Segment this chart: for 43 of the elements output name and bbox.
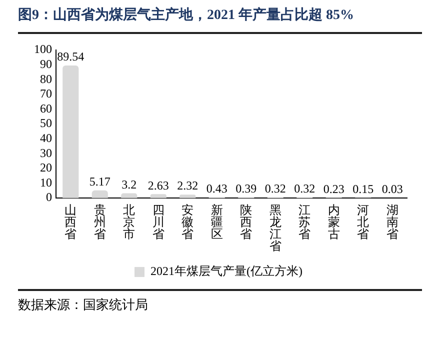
- bar: [121, 193, 138, 198]
- y-tick-label: 40: [40, 130, 52, 145]
- x-tick-label: 内蒙古: [328, 203, 340, 242]
- bar: [180, 194, 196, 198]
- data-label: 0.39: [236, 182, 257, 196]
- x-tick-label: 安徽省: [182, 203, 194, 242]
- data-label: 0.43: [206, 182, 228, 196]
- y-tick-label: 60: [40, 101, 52, 116]
- bar: [92, 190, 108, 198]
- legend-label: 2021年煤层气产量(亿立方米): [150, 264, 303, 278]
- y-tick-label: 0: [46, 190, 52, 204]
- data-label: 0.32: [294, 182, 316, 196]
- y-tick-label: 10: [40, 175, 52, 190]
- data-label: 0.23: [323, 182, 344, 196]
- x-tick-label: 江苏省: [298, 203, 311, 242]
- y-tick-label: 70: [40, 86, 52, 101]
- x-tick-label: 湖南省: [386, 203, 398, 242]
- data-label: 5.17: [89, 174, 110, 189]
- x-tick-label: 河北省: [357, 203, 370, 242]
- data-label: 2.32: [177, 178, 198, 193]
- x-tick-label: 北京市: [123, 203, 136, 242]
- y-tick-label: 20: [40, 160, 52, 175]
- x-tick-label: 陕西省: [240, 203, 252, 242]
- x-tick-label: 四川省: [152, 203, 164, 242]
- data-label: 3.2: [122, 177, 137, 192]
- x-tick-label: 黑龙江省: [269, 203, 282, 254]
- y-tick-label: 50: [40, 116, 52, 130]
- y-tick-label: 80: [40, 72, 52, 86]
- y-tick-label: 100: [34, 42, 52, 56]
- bar: [150, 194, 166, 198]
- source-note: 数据来源：国家统计局: [18, 296, 148, 314]
- x-tick-label: 山西省: [64, 203, 77, 242]
- y-tick-label: 30: [40, 146, 52, 160]
- data-label: 0.32: [264, 182, 286, 196]
- chart-title: 图9：山西省为煤层气主产地，2021 年产量占比超 85%: [18, 6, 355, 24]
- data-label: 0.15: [352, 182, 374, 196]
- bar: [62, 65, 79, 198]
- data-label: 89.54: [57, 50, 84, 64]
- x-tick-label: 贵州省: [94, 203, 106, 242]
- y-tick-label: 90: [40, 56, 52, 71]
- data-label: 0.03: [382, 182, 403, 196]
- data-label: 2.63: [148, 178, 169, 192]
- x-tick-label: 新疆区: [210, 203, 223, 242]
